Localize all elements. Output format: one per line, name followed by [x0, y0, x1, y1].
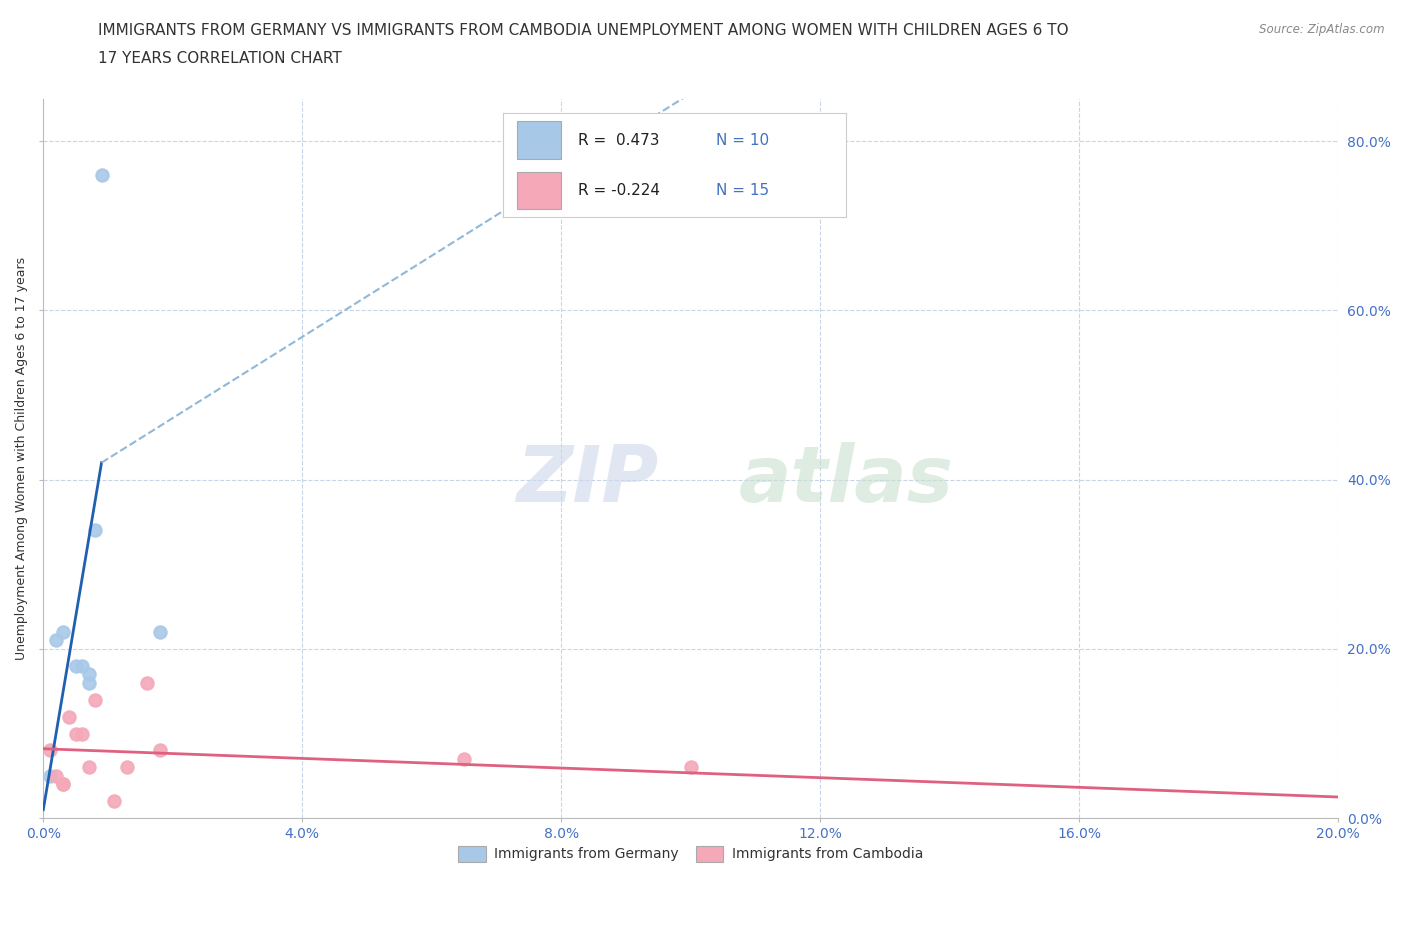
Text: ZIP: ZIP [516, 442, 658, 518]
Point [38, 768, 60, 783]
Point [52, 625, 75, 640]
Text: Source: ZipAtlas.com: Source: ZipAtlas.com [1260, 23, 1385, 36]
Text: IMMIGRANTS FROM GERMANY VS IMMIGRANTS FROM CAMBODIA UNEMPLOYMENT AMONG WOMEN WIT: IMMIGRANTS FROM GERMANY VS IMMIGRANTS FR… [98, 23, 1069, 38]
Point [70, 726, 93, 741]
Point [117, 760, 139, 775]
Point [38, 743, 60, 758]
Point [58, 710, 80, 724]
Point [90, 167, 112, 182]
Point [77, 675, 100, 690]
Point [679, 760, 702, 775]
Point [52, 777, 75, 791]
Point [77, 760, 100, 775]
Point [65, 658, 87, 673]
Point [135, 675, 157, 690]
Point [84, 523, 107, 538]
Point [65, 726, 87, 741]
Point [52, 777, 75, 791]
Y-axis label: Unemployment Among Women with Children Ages 6 to 17 years: Unemployment Among Women with Children A… [15, 257, 28, 660]
Text: atlas: atlas [738, 442, 953, 518]
Point [149, 625, 172, 640]
Point [45, 633, 67, 648]
Point [84, 692, 107, 707]
Point [45, 768, 67, 783]
Point [103, 794, 125, 809]
Text: 17 YEARS CORRELATION CHART: 17 YEARS CORRELATION CHART [98, 51, 342, 66]
Point [453, 751, 475, 766]
Legend: Immigrants from Germany, Immigrants from Cambodia: Immigrants from Germany, Immigrants from… [451, 839, 931, 869]
Point [149, 743, 172, 758]
Point [77, 667, 100, 682]
Point [70, 658, 93, 673]
